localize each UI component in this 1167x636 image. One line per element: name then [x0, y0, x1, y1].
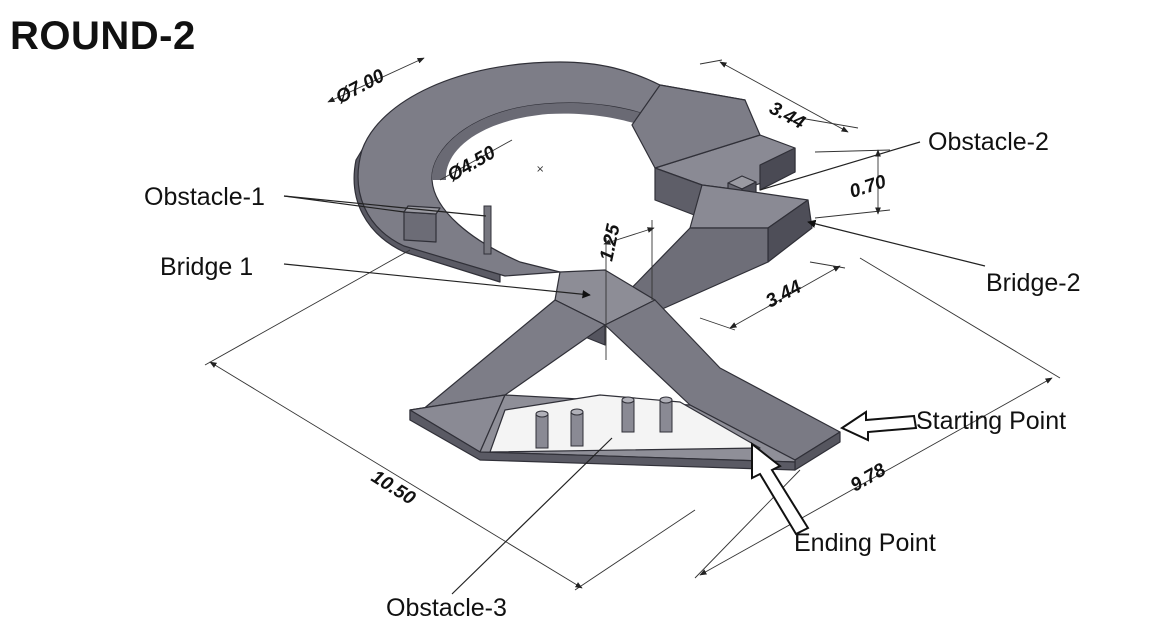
obstacle-1-post [483, 205, 492, 255]
starting-point-arrow [839, 410, 918, 442]
obstacle-3-post-cap [535, 410, 549, 418]
track-body [353, 61, 841, 471]
label-obstacle-3: Obstacle-3 [386, 594, 507, 622]
label-ending-point: Ending Point [794, 529, 936, 557]
obstacle-3-post-cap [621, 396, 635, 404]
dim-bridge-height: 1.25 [596, 222, 624, 263]
label-obstacle-2: Obstacle-2 [928, 128, 1049, 156]
obstacle-3-post [535, 413, 549, 449]
ring-center-mark: × [536, 164, 544, 175]
obstacle-1-group [403, 205, 492, 255]
obstacle-3-post [659, 399, 673, 433]
dim-outer-diameter: Ø7.00 [332, 65, 388, 108]
dim-right-width: 3.44 [762, 276, 805, 312]
label-starting-point: Starting Point [916, 407, 1066, 435]
label-bridge-2: Bridge-2 [986, 269, 1081, 297]
obstacle-1-block-front [403, 211, 437, 243]
page-title: ROUND-2 [10, 14, 196, 58]
dim-top-width: 3.44 [766, 98, 809, 134]
obstacle-3-post [621, 399, 635, 433]
obstacle-3-post-cap [570, 408, 584, 416]
dim-total-width: 9.78 [847, 459, 890, 496]
obstacle-3-post [570, 411, 584, 447]
dim-step-height: 0.70 [847, 171, 889, 203]
label-bridge-1: Bridge 1 [160, 253, 253, 281]
ring-inner-wall [431, 102, 655, 180]
label-obstacle-1: Obstacle-1 [144, 183, 265, 211]
ending-point-arrow [751, 441, 810, 536]
obstacle-3-post-cap [659, 396, 673, 404]
